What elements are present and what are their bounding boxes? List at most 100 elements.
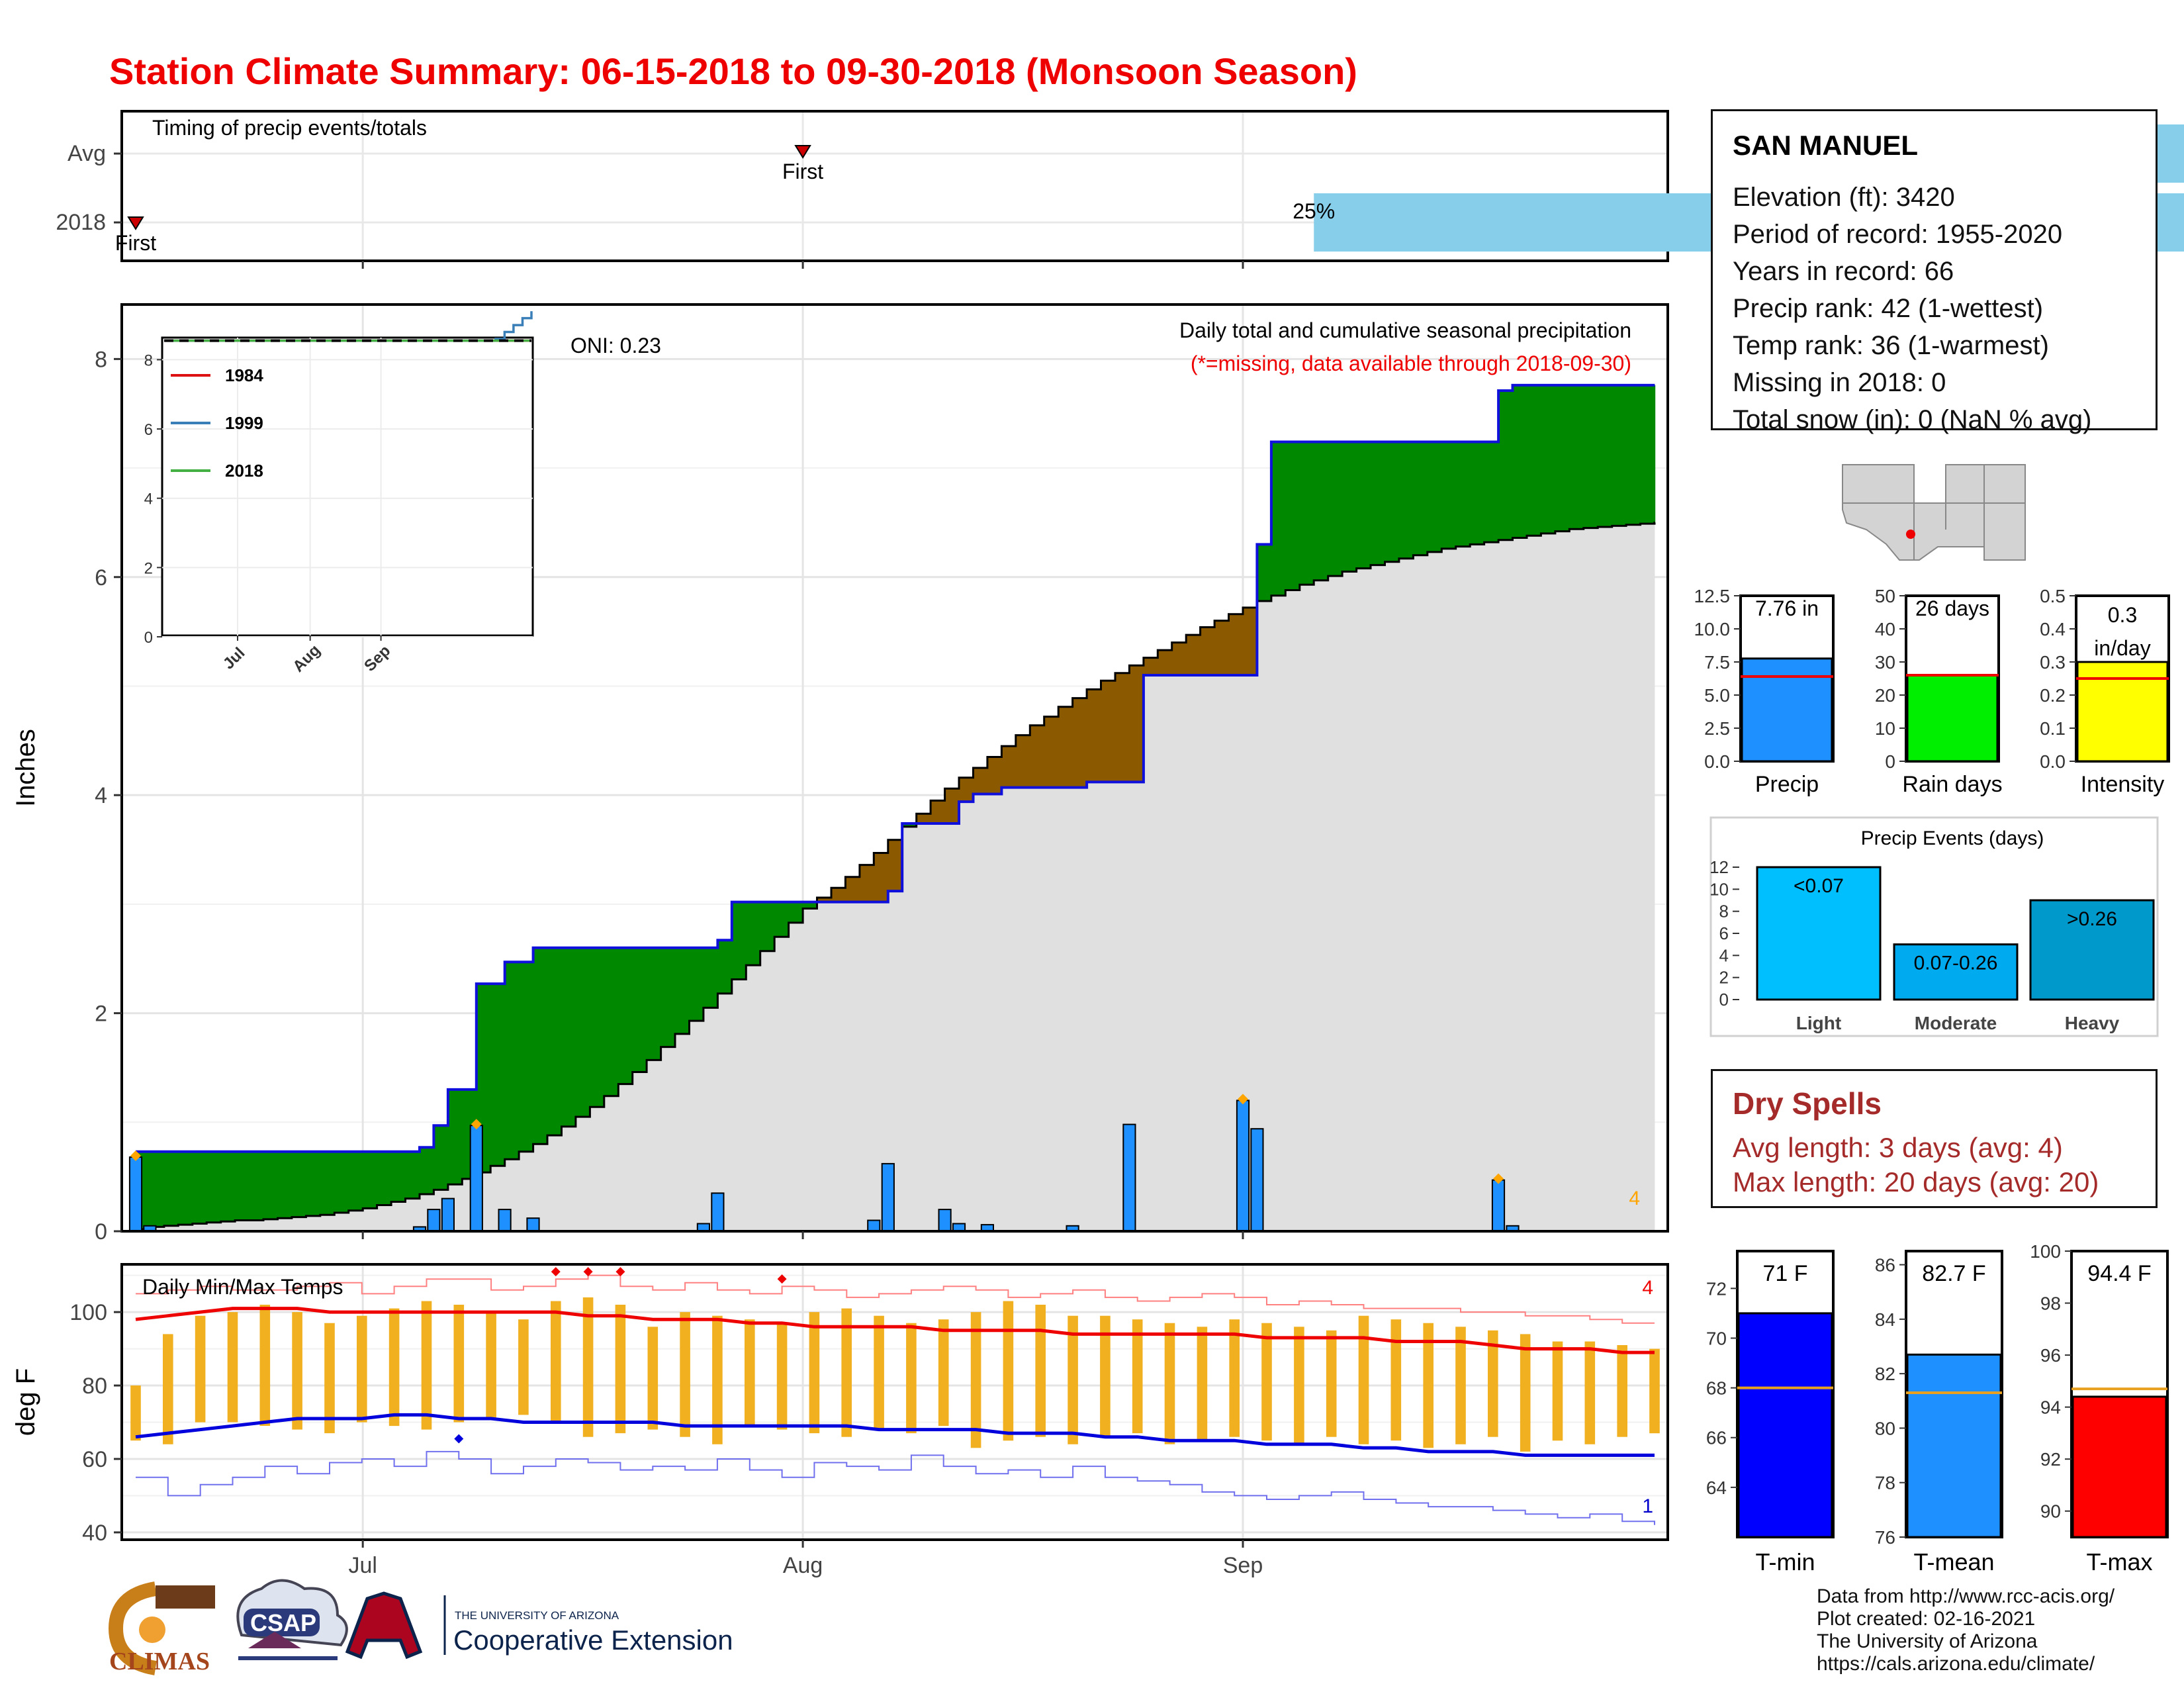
small-bar-value-label: 26 days bbox=[1915, 596, 1989, 620]
y-tick-label: 4 bbox=[95, 783, 107, 808]
surplus-band bbox=[590, 947, 605, 1107]
daily-temp-bar bbox=[1068, 1315, 1078, 1444]
surplus-band bbox=[391, 1151, 406, 1202]
daily-temp-bar bbox=[453, 1305, 465, 1423]
surplus-band bbox=[334, 1151, 349, 1213]
daily-temp-bar bbox=[1649, 1348, 1660, 1434]
surplus-band bbox=[746, 902, 761, 966]
deficit-band bbox=[944, 788, 960, 823]
daily-temp-bar bbox=[1003, 1301, 1014, 1441]
small-bar-tick-label: 0.2 bbox=[2040, 685, 2066, 706]
inset-legend-label: 1999 bbox=[225, 413, 263, 433]
record-low-marker bbox=[454, 1434, 464, 1444]
surplus-band bbox=[1541, 385, 1556, 534]
credit-line: The University of Arizona bbox=[1817, 1630, 2038, 1652]
surplus-band bbox=[632, 947, 647, 1072]
deficit-band bbox=[1087, 689, 1102, 782]
surplus-band bbox=[1470, 442, 1485, 545]
daily-temp-bar bbox=[1261, 1323, 1272, 1441]
daily-temp-bar bbox=[388, 1308, 400, 1427]
deficit-band bbox=[1158, 650, 1173, 675]
surplus-band bbox=[660, 947, 676, 1047]
precip-ylabel: Inches bbox=[11, 729, 40, 807]
events-tick-label: 12 bbox=[1709, 857, 1729, 877]
surplus-band bbox=[1441, 442, 1457, 549]
surplus-band bbox=[1598, 385, 1613, 527]
temps-series bbox=[130, 1267, 1660, 1525]
temps-plot-bg bbox=[122, 1264, 1668, 1540]
daily-temp-bar bbox=[582, 1297, 594, 1437]
surplus-band bbox=[150, 1151, 165, 1227]
precip-axes: 0 2 4 6 8 bbox=[95, 347, 1244, 1244]
climas-text: CLIMAS bbox=[109, 1648, 210, 1675]
events-bar bbox=[1893, 943, 2019, 1001]
small-bar-tick-label: 0.1 bbox=[2040, 718, 2066, 739]
station-info-line: Period of record: 1955-2020 bbox=[1733, 220, 2063, 249]
dry-spells-title: Dry Spells bbox=[1733, 1086, 1882, 1121]
surplus-band bbox=[675, 947, 690, 1034]
temp-bar-label: T-mean bbox=[1913, 1548, 1994, 1575]
surplus-band bbox=[1328, 442, 1343, 577]
surplus-band bbox=[1640, 385, 1655, 524]
surplus-band bbox=[1583, 385, 1598, 528]
surplus-band bbox=[263, 1151, 279, 1219]
surplus-band bbox=[519, 962, 534, 1152]
events-bar bbox=[2029, 899, 2155, 1001]
daily-temp-bar bbox=[292, 1312, 302, 1430]
y-tick-label: 2 bbox=[95, 1002, 107, 1027]
temps-frame bbox=[120, 1263, 1669, 1541]
timing-title: Timing of precip events/totals bbox=[152, 116, 427, 140]
dry-spells-max: Max length: 20 days (avg: 20) bbox=[1733, 1166, 2099, 1197]
temp-bar-tick-label: 78 bbox=[1875, 1473, 1895, 1493]
surplus-band bbox=[405, 1151, 420, 1199]
daily-precip-bar bbox=[128, 1156, 143, 1232]
deficit-band bbox=[817, 898, 832, 902]
deficit-band bbox=[1044, 716, 1059, 788]
deficit-band bbox=[1015, 735, 1030, 788]
daily-temp-bar bbox=[615, 1305, 626, 1434]
daily-temp-bar bbox=[1455, 1327, 1466, 1444]
surplus-band bbox=[447, 1089, 463, 1185]
daily-temp-bar bbox=[712, 1315, 723, 1444]
daily-temp-bar bbox=[551, 1301, 561, 1423]
temp-bar-tick-label: 64 bbox=[1706, 1477, 1727, 1498]
surplus-band bbox=[1555, 385, 1570, 532]
surplus-band bbox=[1527, 385, 1542, 536]
temps-x-tick-label: Aug bbox=[783, 1553, 823, 1578]
csap-text: CSAP bbox=[250, 1609, 316, 1636]
station-info-line: Missing in 2018: 0 bbox=[1733, 368, 1946, 397]
small-bar-tick-label: 50 bbox=[1875, 586, 1895, 606]
inset-y-tick-label: 6 bbox=[144, 421, 153, 439]
temp-bar-tick-label: 72 bbox=[1706, 1278, 1727, 1299]
precip-missing-note: (*=missing, data available through 2018-… bbox=[1191, 352, 1631, 375]
deficit-band bbox=[845, 876, 860, 902]
station-info-line: Years in record: 66 bbox=[1733, 257, 1954, 286]
daily-temp-bar bbox=[163, 1334, 173, 1444]
surplus-band bbox=[547, 947, 563, 1136]
station-info-line: Precip rank: 42 (1-wettest) bbox=[1733, 294, 2044, 323]
surplus-band bbox=[689, 947, 704, 1021]
events-tick-label: 6 bbox=[1719, 923, 1729, 943]
deficit-band bbox=[1171, 642, 1187, 675]
daily-temp-bar bbox=[1488, 1330, 1498, 1437]
daily-temp-bar bbox=[1294, 1327, 1304, 1444]
temp-bar-tick-label: 96 bbox=[2040, 1345, 2061, 1366]
surplus-band bbox=[490, 984, 506, 1166]
events-tick-label: 10 bbox=[1709, 879, 1729, 899]
station-marker bbox=[1906, 530, 1915, 539]
timing-marker-label: First bbox=[115, 231, 156, 255]
daily-temp-bar bbox=[906, 1323, 917, 1434]
temps-panel: 40 60 80 100 Jul Aug Sep Daily Min/Max Temps 4… bbox=[11, 1263, 1669, 1578]
small-bar-tick-label: 40 bbox=[1875, 619, 1895, 639]
record-high-marker bbox=[583, 1267, 593, 1277]
daily-temp-bar bbox=[324, 1323, 335, 1434]
precip-panel: 0 2 4 6 8 Daily total and cumulative seasona… bbox=[11, 303, 1669, 1244]
deficit-band bbox=[931, 800, 946, 823]
timing-row-avg: Avg bbox=[68, 141, 106, 166]
timing-row-2018: 2018 bbox=[56, 210, 106, 235]
daily-temp-bar bbox=[1100, 1315, 1111, 1437]
tmax-avg-line bbox=[135, 1307, 1655, 1354]
daily-temp-bar bbox=[1164, 1323, 1175, 1444]
surplus-band bbox=[1271, 442, 1287, 596]
